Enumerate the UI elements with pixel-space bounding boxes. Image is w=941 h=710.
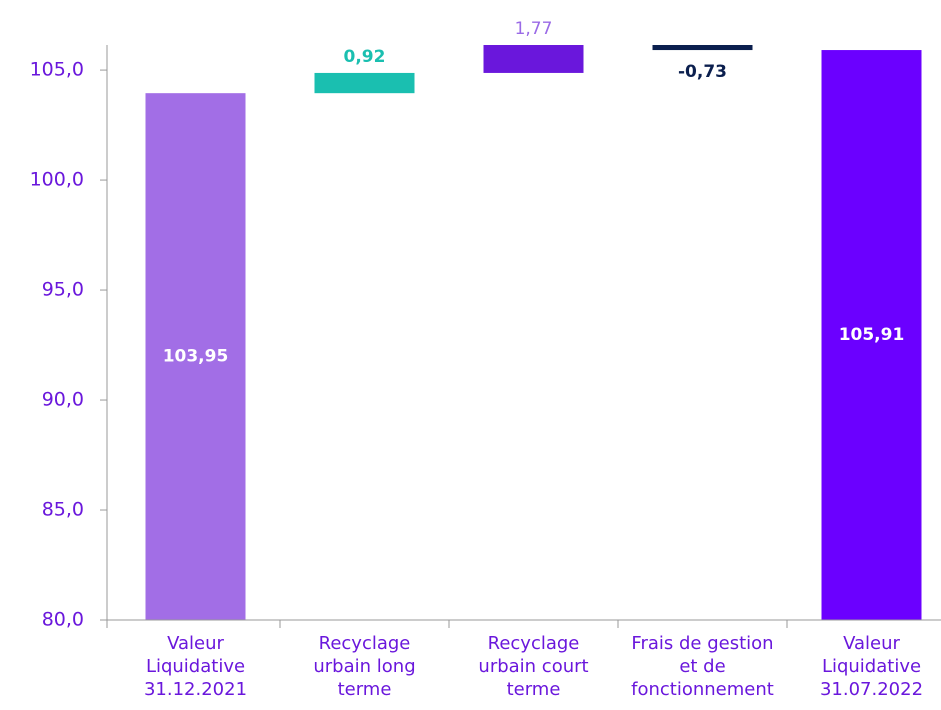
y-tick-label: 100,0 <box>30 169 84 191</box>
value-label: 105,91 <box>839 325 905 345</box>
value-label: 103,95 <box>163 347 229 367</box>
x-tick-label: Valeur Liquidative 31.12.2021 <box>143 633 248 700</box>
x-tick-label: Recyclage urbain court terme <box>478 633 589 700</box>
bar <box>314 72 415 94</box>
y-tick-label: 95,0 <box>42 279 84 301</box>
bar <box>652 45 753 51</box>
y-tick-label: 105,0 <box>30 59 84 81</box>
value-label: 1,77 <box>515 19 553 39</box>
bar <box>821 50 922 620</box>
bar <box>145 93 246 620</box>
x-tick-label: Frais de gestion et de fonctionnement <box>631 633 774 700</box>
x-tick-label: Valeur Liquidative 31.07.2022 <box>819 633 924 700</box>
y-tick-label: 90,0 <box>42 389 84 411</box>
y-tick-label: 85,0 <box>42 499 84 521</box>
y-tick-label: 80,0 <box>42 609 84 631</box>
bar <box>483 45 584 73</box>
value-label: -0,73 <box>678 62 727 82</box>
x-tick-label: Recyclage urbain long terme <box>313 633 416 700</box>
value-label: 0,92 <box>344 47 386 67</box>
